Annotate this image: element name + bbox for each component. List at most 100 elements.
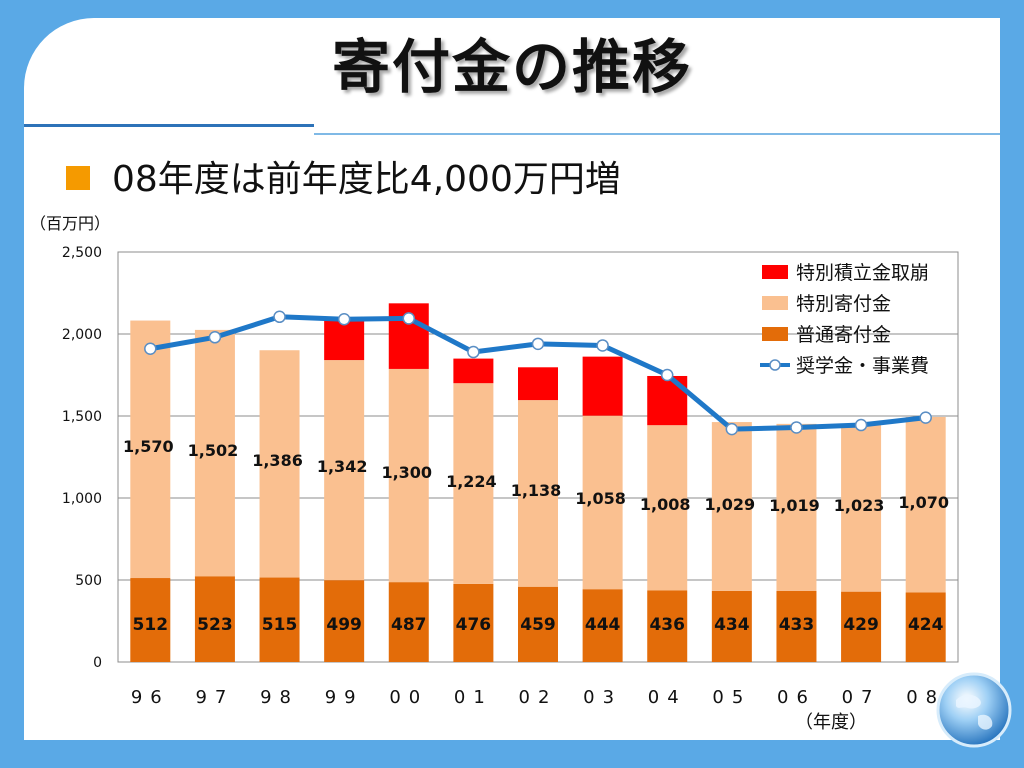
line-point — [402, 312, 416, 325]
bar-withdrawal — [582, 356, 623, 416]
x-tick-label: 03 — [583, 687, 622, 708]
data-label-special: 1,570 — [123, 437, 174, 456]
line-point — [596, 339, 609, 352]
x-tick-label: 97 — [195, 687, 234, 708]
y-tick-label: 0 — [93, 655, 102, 671]
data-label-special: 1,070 — [898, 493, 949, 512]
legend-label: 奨学金・事業費 — [796, 355, 929, 377]
x-tick-label: 99 — [325, 687, 364, 708]
bar-special — [776, 423, 817, 591]
bar-regular — [582, 589, 623, 662]
bar-regular — [130, 578, 171, 662]
bar-special — [905, 416, 946, 593]
slide-subtitle: 08年度は前年度比4,000万円増 — [112, 159, 621, 200]
data-label-regular: 434 — [714, 615, 750, 635]
line-point — [467, 345, 480, 359]
bar-regular — [388, 582, 429, 662]
line-point — [919, 411, 932, 424]
data-label-regular: 459 — [520, 615, 556, 635]
x-tick-label: 00 — [389, 687, 428, 708]
data-label-special: 1,502 — [188, 441, 239, 460]
bar-regular — [324, 580, 365, 662]
data-label-special: 1,342 — [317, 457, 368, 476]
x-tick-label: 01 — [454, 687, 493, 708]
data-label-regular: 444 — [585, 615, 621, 635]
x-tick-label: 07 — [842, 687, 881, 708]
y-tick-label: 2,500 — [62, 245, 102, 261]
data-label-special: 1,224 — [446, 472, 497, 491]
slide-title: 寄付金の推移 — [331, 33, 692, 101]
x-tick-label: 05 — [712, 687, 751, 708]
slide-panel — [24, 18, 1000, 740]
x-tick-label: 96 — [131, 687, 170, 708]
legend-label: 特別寄付金 — [796, 293, 891, 315]
data-label-special: 1,386 — [252, 451, 303, 470]
legend-swatch — [762, 327, 788, 341]
bar-regular — [259, 577, 300, 662]
line-point — [531, 337, 545, 351]
data-label-special: 1,029 — [705, 495, 756, 514]
bar-special — [582, 415, 623, 590]
data-label-regular: 476 — [456, 615, 492, 635]
data-label-regular: 424 — [908, 615, 944, 635]
bar-special — [130, 320, 171, 579]
bar-regular — [194, 576, 235, 662]
globe-icon — [936, 672, 1012, 748]
line-point — [144, 342, 157, 356]
line-point — [725, 422, 739, 436]
data-label-special: 1,138 — [511, 481, 562, 500]
y-tick-label: 2,000 — [62, 327, 102, 343]
bar-regular — [453, 583, 494, 662]
bar-special — [647, 425, 688, 591]
data-label-special: 1,058 — [575, 489, 626, 508]
legend-label: 特別積立金取崩 — [796, 262, 929, 284]
bar-regular — [776, 590, 817, 662]
legend-swatch — [762, 265, 788, 279]
data-label-regular: 436 — [649, 615, 685, 635]
y-tick-label: 1,500 — [62, 409, 102, 425]
bar-special — [841, 423, 882, 592]
line-point — [208, 331, 222, 344]
data-label-special: 1,008 — [640, 495, 691, 514]
x-tick-label: 98 — [260, 687, 299, 708]
bar-regular — [841, 591, 882, 662]
data-label-special: 1,019 — [769, 496, 820, 515]
data-label-regular: 429 — [843, 615, 879, 635]
x-tick-label: 04 — [648, 687, 687, 708]
bar-regular — [905, 592, 946, 662]
line-point — [854, 418, 868, 432]
x-tick-label: 02 — [519, 687, 558, 708]
line-point — [337, 312, 351, 326]
title-rule-right — [314, 133, 1000, 135]
bar-special — [194, 329, 235, 577]
title-rule-left — [24, 124, 314, 127]
x-tick-label: 08 — [906, 687, 945, 708]
bar-special — [518, 400, 558, 587]
x-unit-label: （年度） — [795, 712, 867, 733]
data-label-regular: 433 — [779, 615, 815, 635]
line-point — [273, 310, 286, 324]
data-label-special: 1,023 — [834, 496, 885, 515]
data-label-regular: 487 — [391, 615, 427, 635]
legend-label: 普通寄付金 — [796, 324, 891, 346]
data-label-regular: 512 — [133, 615, 169, 635]
y-tick-label: 1,000 — [62, 491, 102, 507]
bar-regular — [711, 590, 752, 662]
legend-swatch-marker — [769, 359, 781, 371]
y-unit-label: （百万円） — [30, 214, 111, 233]
data-label-regular: 515 — [262, 615, 298, 635]
bar-special — [388, 368, 429, 583]
bar-special — [324, 360, 365, 581]
data-label-special: 1,300 — [381, 463, 432, 482]
bar-withdrawal — [453, 358, 494, 384]
bar-special — [711, 422, 752, 591]
line-point — [660, 368, 674, 382]
bar-withdrawal — [518, 367, 558, 401]
bar-special — [259, 350, 300, 578]
line-point — [790, 421, 803, 434]
y-tick-label: 500 — [75, 573, 102, 589]
bar-withdrawal — [324, 320, 365, 361]
data-label-regular: 499 — [326, 615, 362, 635]
legend-swatch — [762, 296, 788, 310]
